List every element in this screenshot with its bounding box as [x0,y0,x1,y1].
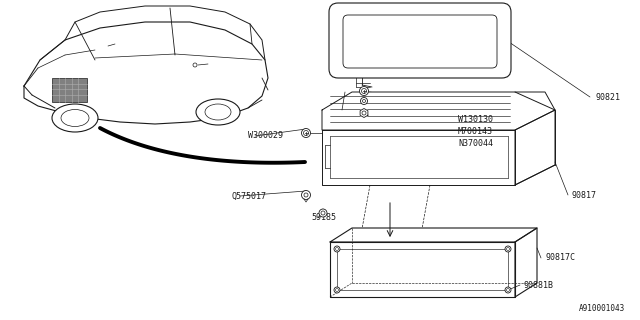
Circle shape [360,98,367,105]
Circle shape [506,289,509,292]
Circle shape [505,287,511,293]
Circle shape [362,100,365,102]
Circle shape [334,287,340,293]
Text: 90817C: 90817C [545,253,575,262]
Text: 90881B: 90881B [524,281,554,290]
Circle shape [505,246,511,252]
Text: Q575017: Q575017 [232,191,267,201]
Circle shape [334,246,340,252]
Text: 90817: 90817 [572,190,597,199]
Polygon shape [330,242,515,297]
Circle shape [304,193,308,197]
Polygon shape [360,108,368,117]
Circle shape [193,63,197,67]
Circle shape [506,247,509,251]
Text: W300029: W300029 [248,132,283,140]
Text: W130130: W130130 [458,116,493,124]
Polygon shape [330,228,537,242]
Circle shape [319,209,327,217]
Circle shape [335,247,339,251]
Text: M700143: M700143 [458,127,493,137]
Ellipse shape [61,109,89,126]
Circle shape [321,211,325,215]
Text: 90821: 90821 [595,92,620,101]
Polygon shape [322,130,515,185]
Polygon shape [322,92,555,130]
Circle shape [360,86,369,95]
Ellipse shape [52,104,98,132]
Circle shape [362,111,366,115]
Polygon shape [24,22,268,124]
Circle shape [301,129,310,138]
Text: 59185: 59185 [311,213,336,222]
Polygon shape [515,92,555,185]
Text: N370044: N370044 [458,140,493,148]
Circle shape [362,89,367,93]
Polygon shape [515,228,537,297]
Circle shape [303,131,308,135]
FancyBboxPatch shape [329,3,511,78]
Bar [52,78,87,102]
Text: A910001043: A910001043 [579,304,625,313]
Circle shape [301,190,310,199]
FancyBboxPatch shape [343,15,497,68]
Ellipse shape [205,104,231,120]
Ellipse shape [196,99,240,125]
Circle shape [335,289,339,292]
